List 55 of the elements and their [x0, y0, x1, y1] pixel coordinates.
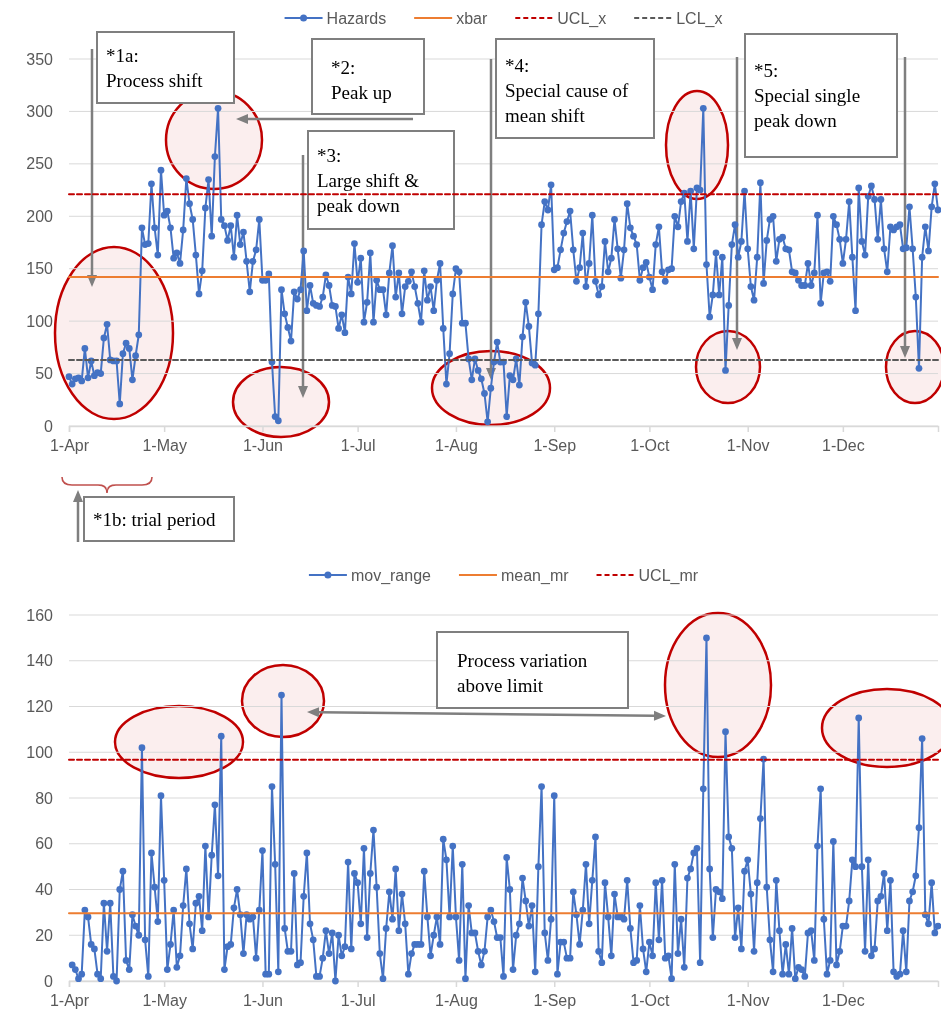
- y-tick-label: 120: [26, 698, 54, 716]
- legend-label: LCL_x: [676, 10, 723, 28]
- x-tick-label: 1-May: [142, 992, 187, 1010]
- y-tick-label: 300: [26, 103, 54, 121]
- x-tick-label: 1-Oct: [630, 992, 670, 1010]
- y-tick-label: 50: [35, 365, 54, 383]
- y-tick-label: 140: [26, 652, 54, 670]
- y-tick-label: 100: [26, 312, 54, 330]
- text-box: *2: Peak up: [311, 38, 425, 115]
- legend-label: UCL_mr: [638, 567, 699, 585]
- x-tick-label: 1-Aug: [435, 437, 478, 455]
- x-tick-label: 1-Nov: [726, 992, 770, 1010]
- y-tick-label: 40: [35, 881, 54, 899]
- text-box: *1b: trial period: [83, 496, 235, 542]
- x-tick-label: 1-Dec: [822, 437, 865, 455]
- text-box: *4: Special cause of mean shift: [495, 38, 655, 139]
- y-tick-label: 100: [26, 743, 54, 761]
- y-tick-label: 200: [26, 207, 54, 225]
- x-tick-label: 1-Apr: [49, 437, 90, 455]
- x-tick-label: 1-Aug: [435, 992, 478, 1010]
- legend-label: xbar: [456, 10, 488, 27]
- legend-label: Hazards: [326, 10, 387, 27]
- annotation: *4: Special cause of mean shift: [505, 54, 630, 126]
- y-tick-label: 160: [26, 606, 54, 624]
- text-box: *5: Special single peak down: [744, 33, 898, 158]
- y-tick-label: 150: [26, 260, 54, 278]
- text-box: Process variation above limit: [436, 631, 629, 709]
- annotation: *3: Large shift & peak down: [317, 144, 420, 216]
- x-tick-label: 1-Jul: [340, 992, 376, 1010]
- y-tick-label: 0: [44, 972, 54, 990]
- x-tick-label: 1-Sep: [533, 437, 577, 455]
- legend-label: UCL_x: [557, 10, 607, 28]
- y-tick-label: 0: [44, 417, 54, 435]
- x-tick-label: 1-Nov: [726, 437, 770, 455]
- x-tick-label: 1-Jul: [340, 437, 376, 455]
- y-tick-label: 60: [35, 835, 54, 853]
- y-tick-label: 350: [26, 50, 54, 68]
- y-tick-label: 250: [26, 155, 54, 173]
- x-tick-label: 1-Apr: [49, 992, 90, 1010]
- annotation: *1a: Process shift: [106, 44, 204, 91]
- annotation: *5: Special single peak down: [754, 59, 861, 131]
- text-box: *3: Large shift & peak down: [307, 130, 455, 230]
- x-tick-label: 1-May: [142, 437, 187, 455]
- x-tick-label: 1-Dec: [822, 992, 865, 1010]
- x-tick-label: 1-Sep: [533, 992, 577, 1010]
- legend-label: mov_range: [350, 567, 432, 585]
- annotation: *2: Peak up: [331, 56, 392, 103]
- legend-label: mean_mr: [500, 567, 570, 585]
- x-tick-label: 1-Oct: [630, 437, 670, 455]
- text-box: *1a: Process shift: [96, 31, 235, 104]
- y-tick-label: 80: [35, 789, 54, 807]
- y-tick-label: 20: [35, 926, 54, 944]
- x-tick-label: 1-Jun: [242, 437, 283, 455]
- annotation: Process variation above limit: [457, 649, 588, 696]
- x-tick-label: 1-Jun: [242, 992, 283, 1010]
